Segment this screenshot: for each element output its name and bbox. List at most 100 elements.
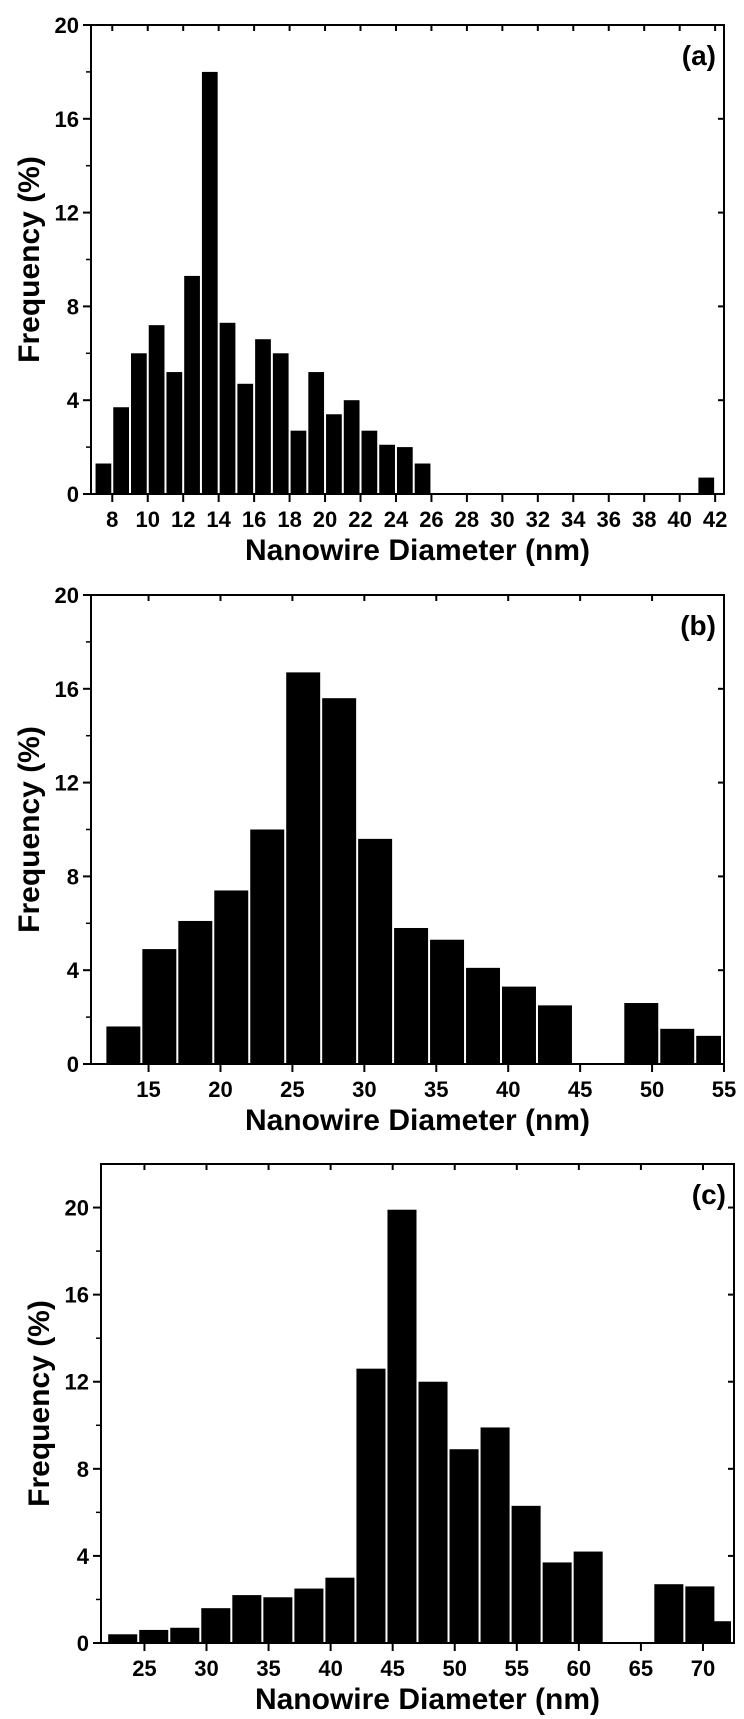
x-tick-label: 35 xyxy=(256,1656,280,1681)
y-tick-label: 20 xyxy=(55,13,79,38)
x-tick-label: 50 xyxy=(640,1077,664,1102)
histogram-bar xyxy=(418,1381,448,1643)
panel-label: (b) xyxy=(680,610,716,641)
histogram-bar xyxy=(713,1621,731,1643)
histogram-bar xyxy=(396,447,413,494)
histogram-bar xyxy=(361,430,378,494)
histogram-bar xyxy=(263,1597,293,1643)
y-tick-label: 0 xyxy=(67,1052,79,1077)
histogram-bar xyxy=(356,1368,386,1643)
x-tick-label: 50 xyxy=(442,1656,466,1681)
x-tick-label: 12 xyxy=(171,507,195,532)
x-tick-label: 14 xyxy=(206,507,231,532)
x-tick-label: 40 xyxy=(318,1656,342,1681)
x-tick-label: 55 xyxy=(712,1077,736,1102)
y-tick-label: 4 xyxy=(67,958,80,983)
x-tick-label: 24 xyxy=(384,507,409,532)
x-tick-label: 42 xyxy=(703,507,727,532)
histogram-bar xyxy=(394,927,429,1064)
histogram-bar xyxy=(148,325,165,494)
histogram-bar xyxy=(113,407,130,494)
y-tick-label: 16 xyxy=(55,677,79,702)
x-axis-title: Nanowire Diameter (nm) xyxy=(255,1683,600,1716)
x-tick-label: 40 xyxy=(667,507,691,532)
y-tick-label: 0 xyxy=(67,482,79,507)
x-tick-label: 34 xyxy=(561,507,586,532)
histogram-bar xyxy=(106,1026,141,1064)
x-tick-label: 30 xyxy=(194,1656,218,1681)
y-axis-title: Frequency (%) xyxy=(13,156,46,363)
x-tick-label: 65 xyxy=(629,1656,653,1681)
histogram-bar xyxy=(294,1588,324,1643)
histogram-bar xyxy=(237,383,254,494)
x-tick-label: 55 xyxy=(505,1656,529,1681)
x-tick-label: 22 xyxy=(348,507,372,532)
x-tick-label: 20 xyxy=(313,507,337,532)
histogram-bar xyxy=(573,1551,603,1643)
histogram-bar xyxy=(286,672,321,1064)
y-tick-label: 20 xyxy=(55,583,79,608)
x-tick-label: 8 xyxy=(106,507,118,532)
x-tick-label: 36 xyxy=(597,507,621,532)
x-tick-label: 26 xyxy=(419,507,443,532)
x-axis-title: Nanowire Diameter (nm) xyxy=(245,1104,590,1137)
histogram-bar xyxy=(184,275,200,494)
y-tick-label: 20 xyxy=(65,1196,89,1221)
x-tick-label: 70 xyxy=(691,1656,715,1681)
chart-panel-3: 0 4 8 12 16 20 25 30 35 40 45 50 55 60 65 70 Nanowire Di… xyxy=(23,1163,735,1716)
histogram-bar xyxy=(308,372,325,494)
histogram-bar xyxy=(654,1584,684,1643)
x-tick-label: 20 xyxy=(208,1077,232,1102)
y-tick-label: 12 xyxy=(55,201,79,226)
x-tick-label: 32 xyxy=(526,507,550,532)
histogram-bar xyxy=(502,986,536,1064)
histogram-bar xyxy=(201,71,218,495)
chart-panel-1: 0 4 8 12 16 20 8 10 12 14 16 18 20 22 24 26 28 30 32 34 36 38… xyxy=(13,13,727,567)
histogram-bar xyxy=(542,1562,572,1643)
histogram-bar xyxy=(414,463,431,494)
histogram-bar xyxy=(624,1003,659,1064)
histogram-bar xyxy=(178,920,213,1064)
histogram-bar xyxy=(466,967,501,1064)
histogram-bar xyxy=(131,353,147,494)
histogram-bar xyxy=(139,1629,169,1643)
histogram-bar xyxy=(480,1427,510,1643)
x-tick-label: 15 xyxy=(136,1077,160,1102)
x-tick-label: 10 xyxy=(135,507,159,532)
histogram-bar xyxy=(343,400,360,494)
histogram-bar xyxy=(430,939,465,1064)
x-axis-title: Nanowire Diameter (nm) xyxy=(245,534,590,567)
x-tick-label: 30 xyxy=(352,1077,376,1102)
histogram-bar xyxy=(250,829,285,1064)
histogram-bar xyxy=(685,1586,715,1643)
histogram-bar xyxy=(449,1449,479,1643)
y-axis-title: Frequency (%) xyxy=(23,1300,56,1507)
plot-frame xyxy=(100,1163,735,1644)
chart-panel-2: 0 4 8 12 16 20 15 20 25 30 35 40 45 50 55 Nanowire Diam… xyxy=(13,583,736,1137)
histogram-bar xyxy=(537,1005,572,1064)
panel-label: (c) xyxy=(692,1179,726,1210)
x-tick-label: 40 xyxy=(496,1077,520,1102)
histogram-bar xyxy=(219,322,236,494)
x-tick-label: 25 xyxy=(280,1077,304,1102)
x-tick-label: 45 xyxy=(568,1077,592,1102)
histogram-bar xyxy=(696,1035,721,1064)
histogram-bar xyxy=(95,463,112,494)
x-tick-label: 28 xyxy=(455,507,479,532)
x-tick-label: 45 xyxy=(380,1656,404,1681)
histogram-bar xyxy=(358,838,393,1064)
histogram-bar xyxy=(201,1608,231,1643)
histogram-bar xyxy=(660,1028,695,1064)
x-tick-label: 38 xyxy=(632,507,656,532)
y-tick-label: 4 xyxy=(77,1544,90,1569)
x-tick-label: 35 xyxy=(424,1077,448,1102)
histogram-bar xyxy=(387,1209,417,1643)
histogram-bar xyxy=(322,698,357,1064)
histogram-bar xyxy=(232,1595,262,1643)
y-tick-label: 4 xyxy=(67,388,80,413)
x-tick-label: 25 xyxy=(132,1656,156,1681)
histogram-bar xyxy=(170,1627,200,1643)
y-tick-label: 8 xyxy=(67,294,79,319)
y-tick-label: 8 xyxy=(77,1457,89,1482)
histogram-bar xyxy=(290,430,307,494)
